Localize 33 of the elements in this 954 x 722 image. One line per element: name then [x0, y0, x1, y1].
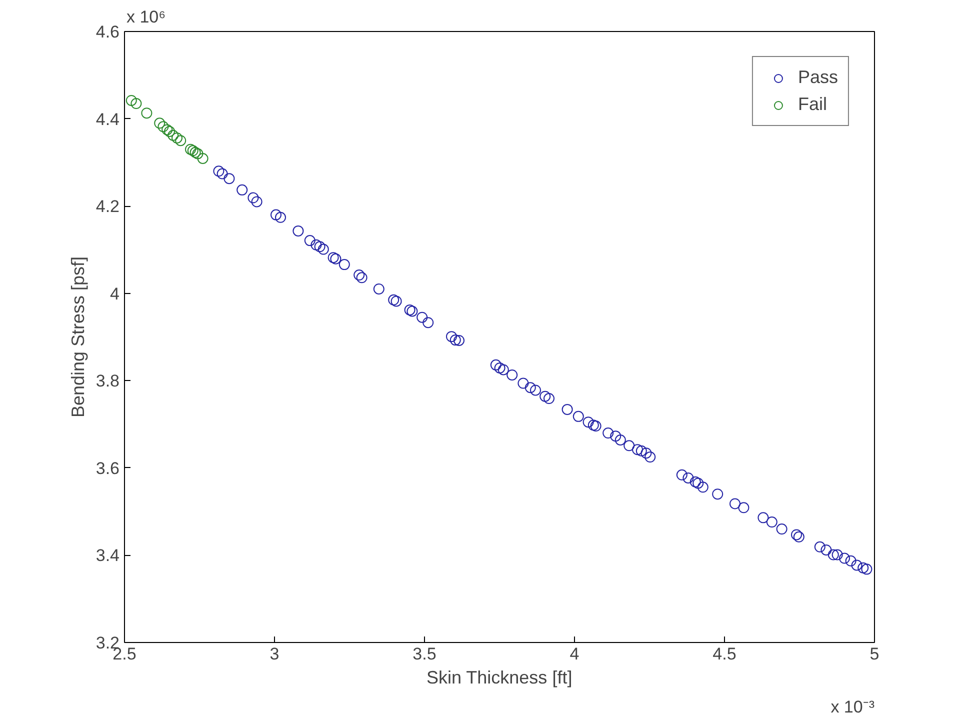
x-tick-label: 5 [870, 644, 880, 664]
x-tick-label: 4.5 [712, 644, 736, 664]
y-tick-label: 3.8 [96, 372, 120, 391]
x-axis-title: Skin Thickness [ft] [426, 668, 572, 688]
point [172, 132, 182, 144]
y-tick-label: 3.4 [96, 546, 120, 566]
point [187, 145, 198, 156]
y-tick-label: 4.6 [96, 22, 120, 42]
point [192, 148, 204, 160]
point [130, 98, 142, 109]
y-tick-label: 4 [110, 284, 120, 304]
point [197, 153, 208, 164]
x-tick-label: 3.5 [412, 644, 436, 664]
y-tick-label: 4.2 [96, 197, 120, 216]
point [158, 121, 169, 132]
point [168, 130, 179, 141]
legend-label: Pass [798, 67, 838, 88]
point [164, 126, 175, 137]
y-tick-label: 4.4 [96, 110, 120, 129]
point [175, 135, 186, 146]
y-axis-title: Bending Stress [psf] [68, 256, 88, 418]
x-tick-label: 3 [270, 644, 280, 664]
y-tick-label: 3.6 [96, 458, 120, 478]
legend-label: Fail [798, 94, 827, 115]
point [154, 118, 166, 129]
text: x 10⁶ [126, 8, 166, 26]
point [162, 124, 173, 136]
point [185, 144, 196, 155]
x-tick-label: 4 [570, 644, 580, 664]
point [141, 108, 152, 119]
point [126, 94, 137, 106]
point [190, 146, 201, 158]
text: x 10⁻³ [830, 698, 875, 716]
